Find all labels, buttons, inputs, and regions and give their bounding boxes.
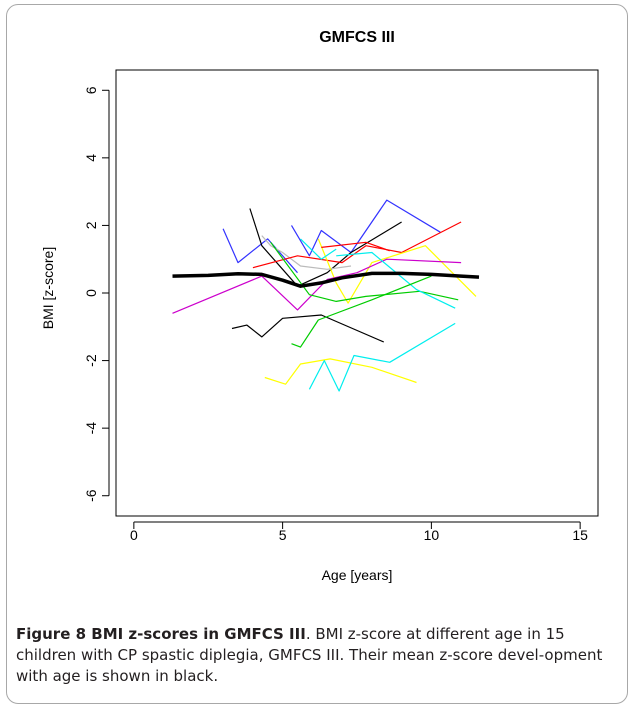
y-tick-label-6: 6 (83, 86, 99, 94)
plot-box (115, 69, 599, 517)
series-line-6 (317, 238, 477, 304)
x-tick-label-0: 0 (130, 527, 138, 543)
x-tick-label-1: 5 (279, 527, 287, 543)
series-line-10 (231, 314, 385, 343)
series-line-14 (300, 238, 337, 260)
series-line-3 (249, 208, 402, 287)
series-line-12 (264, 358, 417, 385)
y-tick-label-0: -6 (83, 489, 99, 502)
series-line-15 (321, 241, 390, 252)
series-line-13 (308, 322, 456, 392)
series-line-2 (290, 199, 441, 257)
series-line-9 (336, 251, 456, 309)
mean-series-line (172, 271, 480, 288)
y-tick-label-4: 2 (83, 221, 99, 229)
y-tick-label-5: 4 (83, 154, 99, 162)
series-line-7 (172, 258, 462, 314)
caption-label: Figure 8 BMI z-scores in GMFCS III (16, 625, 306, 643)
x-axis-label: Age [years] (322, 567, 393, 583)
figure-frame (6, 4, 628, 704)
caption-text: . BMI z-score at different age in 15 chi… (16, 625, 603, 685)
y-axis-label: BMI [z-score] (40, 247, 56, 329)
series-line-4 (261, 235, 352, 270)
chart-title: GMFCS III (319, 29, 395, 46)
x-tick-label-3: 15 (572, 527, 588, 543)
series-line-1 (222, 228, 298, 274)
y-tick-label-3: 0 (83, 289, 99, 297)
y-tick-label-1: -4 (83, 422, 99, 435)
figure-caption: Figure 8 BMI z-scores in GMFCS III. BMI … (16, 624, 616, 687)
x-tick-label-2: 10 (424, 527, 440, 543)
y-tick-label-2: -2 (83, 354, 99, 367)
series-line-11 (291, 275, 432, 348)
